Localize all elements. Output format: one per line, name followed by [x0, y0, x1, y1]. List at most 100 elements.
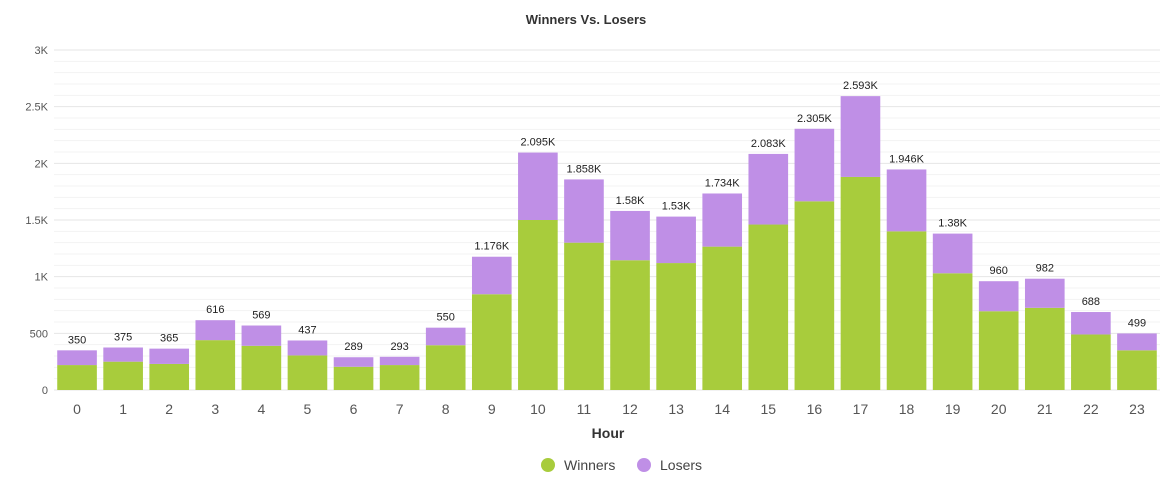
bar-winners-4[interactable]	[241, 345, 282, 390]
bar-losers-2[interactable]	[149, 348, 190, 364]
bar-winners-6[interactable]	[333, 366, 374, 390]
bar-losers-21[interactable]	[1024, 278, 1065, 308]
bar-winners-19[interactable]	[932, 273, 973, 390]
bar-winners-0[interactable]	[57, 365, 97, 390]
y-tick-label: 1K	[35, 272, 49, 284]
y-axis-ticks: 0 500 1K 1.5K 2K 2.5K 3K	[25, 45, 48, 397]
bar-losers-3[interactable]	[195, 320, 236, 341]
y-tick-label: 500	[30, 328, 48, 340]
total-label-10: 2.095K	[520, 137, 556, 149]
bar-winners-1[interactable]	[103, 361, 143, 390]
total-labels: 350 375 365 616 569 437 289 293 550 1.176K 2.095K 1…	[68, 80, 1146, 353]
x-tick-label: 16	[807, 401, 823, 417]
x-tick-label: 7	[396, 401, 404, 417]
bar-winners-2[interactable]	[149, 363, 190, 390]
total-label-18: 1.946K	[889, 153, 925, 165]
y-tick-label: 2K	[35, 158, 49, 170]
bar-winners-5[interactable]	[287, 355, 328, 390]
total-label-4: 569	[252, 310, 270, 322]
x-tick-label: 17	[853, 401, 869, 417]
total-label-22: 688	[1082, 296, 1100, 308]
bar-winners-10[interactable]	[518, 220, 558, 390]
total-label-8: 550	[437, 312, 455, 324]
bar-losers-8[interactable]	[425, 327, 466, 346]
bar-losers-13[interactable]	[656, 216, 696, 264]
bar-winners-21[interactable]	[1024, 307, 1065, 390]
bar-losers-0[interactable]	[57, 350, 97, 366]
bar-losers-6[interactable]	[333, 357, 374, 367]
legend-item-losers[interactable]: Losers	[637, 457, 702, 473]
bar-winners-22[interactable]	[1071, 334, 1111, 390]
bar-winners-8[interactable]	[425, 345, 466, 390]
x-axis-label: Hour	[592, 425, 625, 441]
bar-winners-16[interactable]	[794, 201, 835, 390]
bar-losers-22[interactable]	[1071, 312, 1111, 335]
total-label-9: 1.176K	[474, 241, 510, 253]
bar-winners-13[interactable]	[656, 263, 696, 390]
y-tick-label: 0	[42, 385, 48, 397]
bars	[57, 96, 1157, 390]
total-label-20: 960	[990, 265, 1008, 277]
legend-swatch	[637, 458, 651, 472]
total-label-19: 1.38K	[938, 218, 967, 230]
legend-item-winners[interactable]: Winners	[541, 457, 615, 473]
bar-losers-5[interactable]	[287, 340, 328, 356]
total-label-2: 365	[160, 333, 178, 345]
bar-losers-17[interactable]	[840, 96, 881, 177]
x-axis-ticks: 0 1 2 3 4 5 6 7 8 9 10 11 12 13 14 15 16 17 18 19 20 21 22 23	[73, 401, 1145, 417]
bar-winners-15[interactable]	[748, 224, 789, 390]
y-tick-label: 2.5K	[25, 102, 48, 114]
bar-winners-18[interactable]	[886, 231, 927, 390]
grid-lines	[54, 49, 1160, 391]
legend-label: Winners	[564, 457, 615, 473]
bar-losers-4[interactable]	[241, 325, 282, 346]
total-label-7: 293	[390, 341, 408, 353]
x-tick-label: 3	[211, 401, 219, 417]
bar-losers-10[interactable]	[518, 152, 558, 220]
bar-winners-3[interactable]	[195, 340, 236, 390]
bar-losers-11[interactable]	[564, 179, 604, 243]
bar-losers-14[interactable]	[702, 193, 743, 247]
bar-winners-14[interactable]	[702, 246, 743, 390]
x-tick-label: 5	[304, 401, 312, 417]
x-tick-label: 12	[622, 401, 638, 417]
x-tick-label: 20	[991, 401, 1007, 417]
bar-losers-7[interactable]	[379, 356, 420, 366]
bar-losers-1[interactable]	[103, 347, 143, 362]
bar-winners-9[interactable]	[471, 294, 512, 390]
bar-losers-15[interactable]	[748, 153, 789, 225]
bar-winners-11[interactable]	[564, 242, 604, 390]
x-tick-label: 23	[1129, 401, 1145, 417]
total-label-11: 1.858K	[567, 163, 603, 175]
bar-losers-18[interactable]	[886, 169, 927, 232]
total-label-21: 982	[1036, 263, 1054, 275]
bar-winners-20[interactable]	[978, 311, 1019, 390]
total-label-1: 375	[114, 332, 132, 344]
x-tick-label: 4	[257, 401, 265, 417]
bar-losers-23[interactable]	[1117, 333, 1157, 351]
bar-losers-19[interactable]	[932, 233, 973, 274]
y-tick-label: 1.5K	[25, 215, 48, 227]
x-tick-label: 13	[668, 401, 684, 417]
bar-losers-9[interactable]	[471, 256, 512, 295]
bar-winners-7[interactable]	[379, 365, 420, 390]
bar-losers-16[interactable]	[794, 128, 835, 202]
bar-losers-12[interactable]	[610, 210, 650, 261]
chart-title: Winners Vs. Losers	[526, 12, 647, 27]
total-label-16: 2.305K	[797, 113, 833, 125]
bar-winners-17[interactable]	[840, 176, 881, 390]
bar-winners-12[interactable]	[610, 260, 650, 390]
x-tick-label: 22	[1083, 401, 1099, 417]
bar-winners-23[interactable]	[1117, 350, 1157, 390]
x-tick-label: 2	[165, 401, 173, 417]
legend: Winners Losers	[541, 457, 702, 473]
total-label-17: 2.593K	[843, 80, 879, 92]
x-tick-label: 21	[1037, 401, 1053, 417]
bar-losers-20[interactable]	[978, 281, 1019, 312]
total-label-23: 499	[1128, 317, 1146, 329]
y-tick-label: 3K	[35, 45, 49, 57]
x-tick-label: 1	[119, 401, 127, 417]
total-label-3: 616	[206, 304, 224, 316]
total-label-14: 1.734K	[705, 177, 741, 189]
